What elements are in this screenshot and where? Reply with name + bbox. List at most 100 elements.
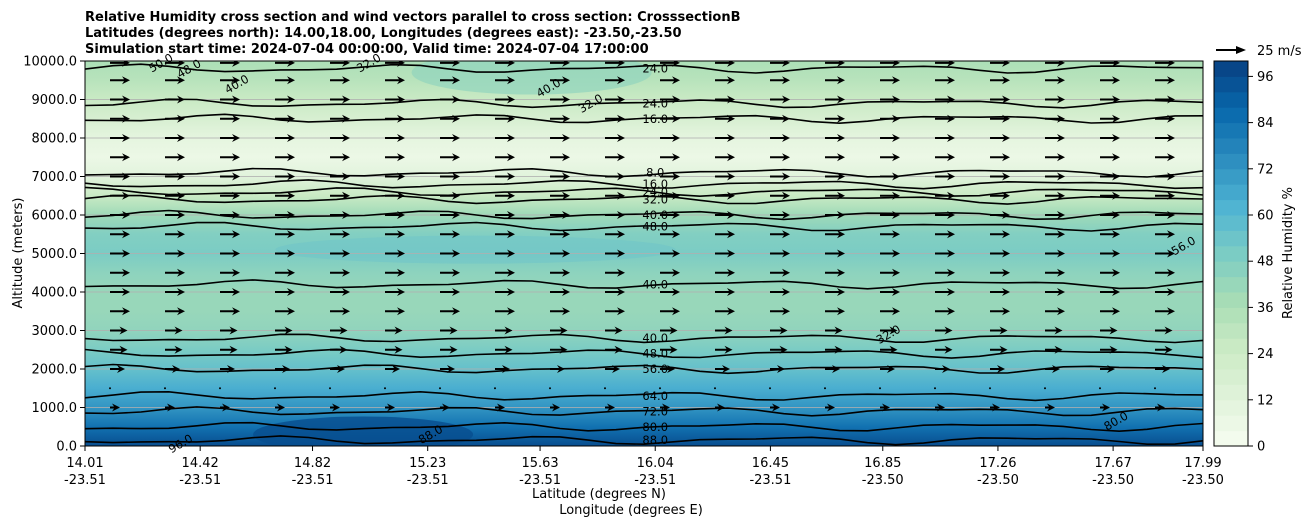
wind-vector — [935, 403, 945, 412]
colorbar-band — [1214, 91, 1248, 108]
wind-vector — [110, 249, 130, 258]
wind-vector — [495, 288, 515, 296]
wind-vector — [880, 365, 895, 373]
wind-vector — [330, 326, 348, 335]
wind-vector — [440, 403, 450, 412]
wind-vector — [110, 61, 130, 67]
wind-vector — [220, 345, 238, 354]
wind-vector — [165, 307, 185, 316]
wind-vector — [550, 114, 570, 123]
colorbar-band — [1214, 276, 1248, 293]
y-tick-label: 0.0 — [56, 440, 77, 455]
contour-line — [85, 167, 1203, 178]
colorbar-band — [1214, 153, 1248, 170]
wind-vector — [605, 191, 625, 200]
wind-vector — [1100, 326, 1118, 335]
wind-vector — [1155, 76, 1175, 85]
colorbar-tick-label: 36 — [1257, 301, 1274, 316]
wind-vector — [440, 365, 455, 373]
wind-vector — [220, 134, 240, 142]
wind-vector — [880, 345, 898, 354]
wind-vector — [935, 114, 955, 123]
plot-area: 88.080.072.064.056.048.040.040.048.040.0… — [84, 50, 1204, 456]
wind-vector — [110, 345, 128, 354]
wind-vector — [1100, 288, 1120, 296]
wind-vector — [825, 172, 845, 181]
wind-vector — [990, 95, 1010, 104]
humid-patch-surface — [253, 416, 474, 446]
wind-vector — [1155, 211, 1175, 219]
wind-vector — [770, 268, 790, 277]
wind-vector — [935, 365, 950, 373]
wind-vector — [880, 403, 890, 412]
wind-vector — [275, 211, 295, 219]
quiver-key-label: 25 m/s — [1257, 44, 1302, 59]
wind-vector — [990, 345, 1008, 354]
wind-vector — [660, 172, 680, 181]
x-axis: 14.01 -23.51 14.42 -23.51 14.82 -23.51 15.23 -2… — [64, 446, 1224, 488]
wind-vector — [715, 172, 735, 181]
x-tick-label-lon: -23.50 — [1182, 473, 1224, 488]
wind-vector — [1045, 268, 1065, 277]
wind-vector — [825, 95, 845, 104]
wind-vector — [990, 211, 1010, 219]
wind-vector — [110, 288, 130, 296]
colorbar-band — [1214, 338, 1248, 355]
wind-vector — [1155, 268, 1175, 277]
wind-vector — [385, 268, 405, 277]
wind-vector — [935, 345, 953, 354]
wind-vector — [1155, 307, 1175, 316]
wind-vector — [660, 365, 675, 373]
wind-vector — [770, 326, 788, 335]
wind-vector — [495, 95, 515, 104]
contour-line — [85, 113, 1203, 125]
y-axis-label: Altitude (meters) — [11, 198, 26, 309]
wind-vector — [879, 387, 881, 390]
wind-vector — [660, 326, 678, 335]
colorbar-band — [1214, 230, 1248, 247]
wind-vector — [550, 288, 570, 296]
contour-label: 40.0 — [642, 277, 668, 291]
wind-vector — [495, 134, 515, 142]
wind-vector — [935, 191, 955, 200]
contour-label: 16.0 — [642, 112, 668, 126]
x-tick-label-lat: 16.85 — [864, 456, 901, 471]
wind-vector — [935, 61, 955, 67]
wind-vector — [935, 307, 955, 316]
wind-vector — [660, 114, 680, 123]
colorbar-band — [1214, 307, 1248, 324]
wind-vector — [330, 172, 350, 181]
colorbar-band — [1214, 430, 1248, 447]
wind-vector — [275, 307, 295, 316]
wind-vector — [825, 76, 845, 85]
wind-vector — [605, 326, 623, 335]
wind-vector — [220, 95, 240, 104]
wind-vector — [275, 172, 295, 181]
wind-vector — [275, 191, 295, 200]
wind-vector — [605, 365, 620, 373]
wind-vector — [605, 172, 625, 181]
wind-vector — [550, 403, 560, 412]
wind-vector — [165, 230, 185, 239]
wind-vector — [715, 76, 735, 85]
wind-vector — [990, 326, 1008, 335]
wind-vector — [770, 230, 790, 239]
wind-vector — [770, 134, 790, 142]
wind-vector — [495, 191, 515, 200]
wind-vector — [1155, 95, 1175, 104]
wind-vector — [275, 365, 290, 373]
contour-line — [85, 221, 1203, 232]
x-tick-label-lon: -23.51 — [179, 473, 221, 488]
wind-vector — [550, 172, 570, 181]
x-tick-label-lat: 16.45 — [752, 456, 789, 471]
contour-line — [85, 421, 1203, 433]
wind-vector — [549, 387, 551, 390]
wind-vector — [715, 249, 735, 258]
wind-vector — [990, 76, 1010, 85]
colorbar-band — [1214, 76, 1248, 93]
contour-line — [85, 209, 1203, 221]
contour-line — [85, 406, 1203, 417]
colorbar-label: Relative Humidity % — [1281, 187, 1296, 319]
wind-vector — [110, 365, 125, 373]
wind-vector — [880, 172, 900, 181]
